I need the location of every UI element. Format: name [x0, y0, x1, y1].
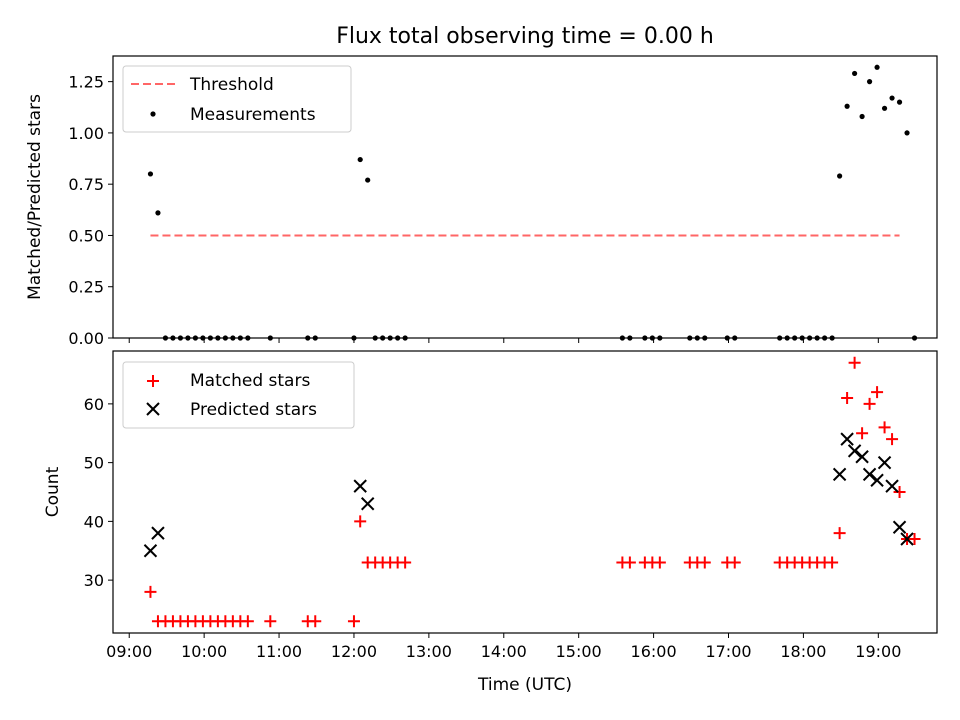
legend-matched-label: Matched stars [190, 371, 310, 391]
measurement-point [365, 177, 371, 183]
x-tick-label: 10:00 [181, 642, 227, 661]
measurement-point [889, 95, 895, 101]
measurement-point [155, 210, 161, 216]
matched-stars-point [856, 427, 869, 440]
matched-stars-point [354, 515, 367, 528]
measurement-point [866, 79, 873, 85]
x-tick-label: 14:00 [481, 642, 527, 661]
legend-measurements-label: Measurements [190, 105, 316, 125]
top-y-tick-label: 0.00 [68, 329, 104, 348]
x-tick-label: 15:00 [556, 642, 602, 661]
x-tick-label: 12:00 [331, 642, 377, 661]
legend-threshold-label: Threshold [189, 75, 274, 95]
predicted-stars-point [892, 520, 907, 534]
x-tick-label: 13:00 [406, 642, 452, 661]
matched-stars-point [623, 556, 636, 569]
top-y-tick-label: 1.25 [68, 73, 104, 92]
bottom-y-axis-label: Count [43, 466, 63, 517]
matched-stars-point [833, 527, 846, 540]
measurement-point [147, 171, 154, 177]
measurement-point [837, 173, 843, 179]
top-y-tick-label: 0.75 [68, 175, 104, 194]
bottom-plot-area: 09:00 10:00 11:00 12:00 13:00 14:00 15:00 16:00… [84, 356, 921, 661]
matched-stars-point [871, 386, 884, 399]
predicted-stars-point [855, 450, 869, 464]
predicted-stars-point [885, 479, 899, 493]
legend-matched-marker [147, 375, 159, 387]
x-tick-label: 18:00 [780, 642, 826, 661]
predicted-stars-point [353, 479, 367, 493]
measurement-point [904, 130, 910, 136]
x-tick-label: 17:00 [705, 642, 751, 661]
matched-stars-point [347, 615, 360, 628]
matched-stars-point [698, 556, 711, 569]
matched-stars-point [309, 615, 322, 628]
matched-stars-point [144, 585, 157, 598]
matched-stars-point [863, 397, 876, 410]
legend-predicted-marker [146, 402, 160, 416]
bottom-y-tick-label: 60 [84, 395, 104, 414]
matched-stars-point [653, 556, 666, 569]
bottom-y-tick-label: 30 [84, 571, 104, 590]
predicted-stars-point [840, 432, 854, 446]
legend-predicted-label: Predicted stars [190, 400, 317, 420]
x-tick-label: 11:00 [256, 642, 302, 661]
predicted-stars-point [870, 473, 884, 487]
legend-measurements-marker [150, 111, 156, 117]
predicted-stars-point [900, 532, 914, 546]
matched-stars-point [728, 556, 741, 569]
matched-stars-point [893, 486, 906, 498]
matched-stars-point [826, 556, 839, 569]
x-tick-label: 09:00 [106, 642, 152, 661]
measurement-point [844, 103, 850, 109]
bottom-legend: Matched stars Predicted stars [122, 361, 355, 429]
measurement-point [874, 64, 880, 70]
bottom-y-tick-label: 50 [84, 454, 104, 473]
matched-stars-point [399, 556, 412, 569]
top-y-tick-label: 0.50 [68, 226, 104, 245]
top-plot-frame [112, 55, 938, 339]
bottom-y-tick-label: 40 [84, 512, 104, 531]
top-y-tick-label: 0.25 [68, 278, 104, 297]
matched-stars-point [878, 421, 891, 434]
bottom-plot-frame [112, 350, 938, 634]
predicted-stars-point [847, 444, 862, 458]
top-y-axis-label: Matched/Predicted stars [25, 94, 45, 300]
matched-stars-point [886, 433, 899, 446]
predicted-stars-point [877, 455, 892, 470]
top-chart-title: Flux total observing time = 0.00 h [336, 24, 714, 49]
matched-stars-point [848, 356, 861, 369]
predicted-stars-point [143, 544, 158, 558]
matched-stars-point [264, 615, 277, 628]
predicted-stars-point [862, 467, 877, 482]
matched-stars-point [908, 533, 921, 545]
predicted-stars-point [360, 497, 375, 511]
measurement-point [357, 156, 363, 163]
measurement-point [896, 99, 903, 105]
matched-stars-point [841, 392, 854, 404]
predicted-stars-point [151, 526, 165, 540]
top-y-tick-label: 1.00 [68, 124, 104, 143]
measurement-point [859, 113, 865, 120]
x-tick-label: 16:00 [631, 642, 677, 661]
x-tick-label: 19:00 [855, 642, 901, 661]
matched-stars-point [241, 615, 254, 628]
bottom-x-axis-label: Time (UTC) [477, 675, 572, 695]
measurement-point [852, 70, 858, 77]
measurement-point [881, 105, 888, 111]
predicted-stars-point [832, 467, 847, 482]
top-legend: Threshold Measurements [122, 65, 352, 133]
